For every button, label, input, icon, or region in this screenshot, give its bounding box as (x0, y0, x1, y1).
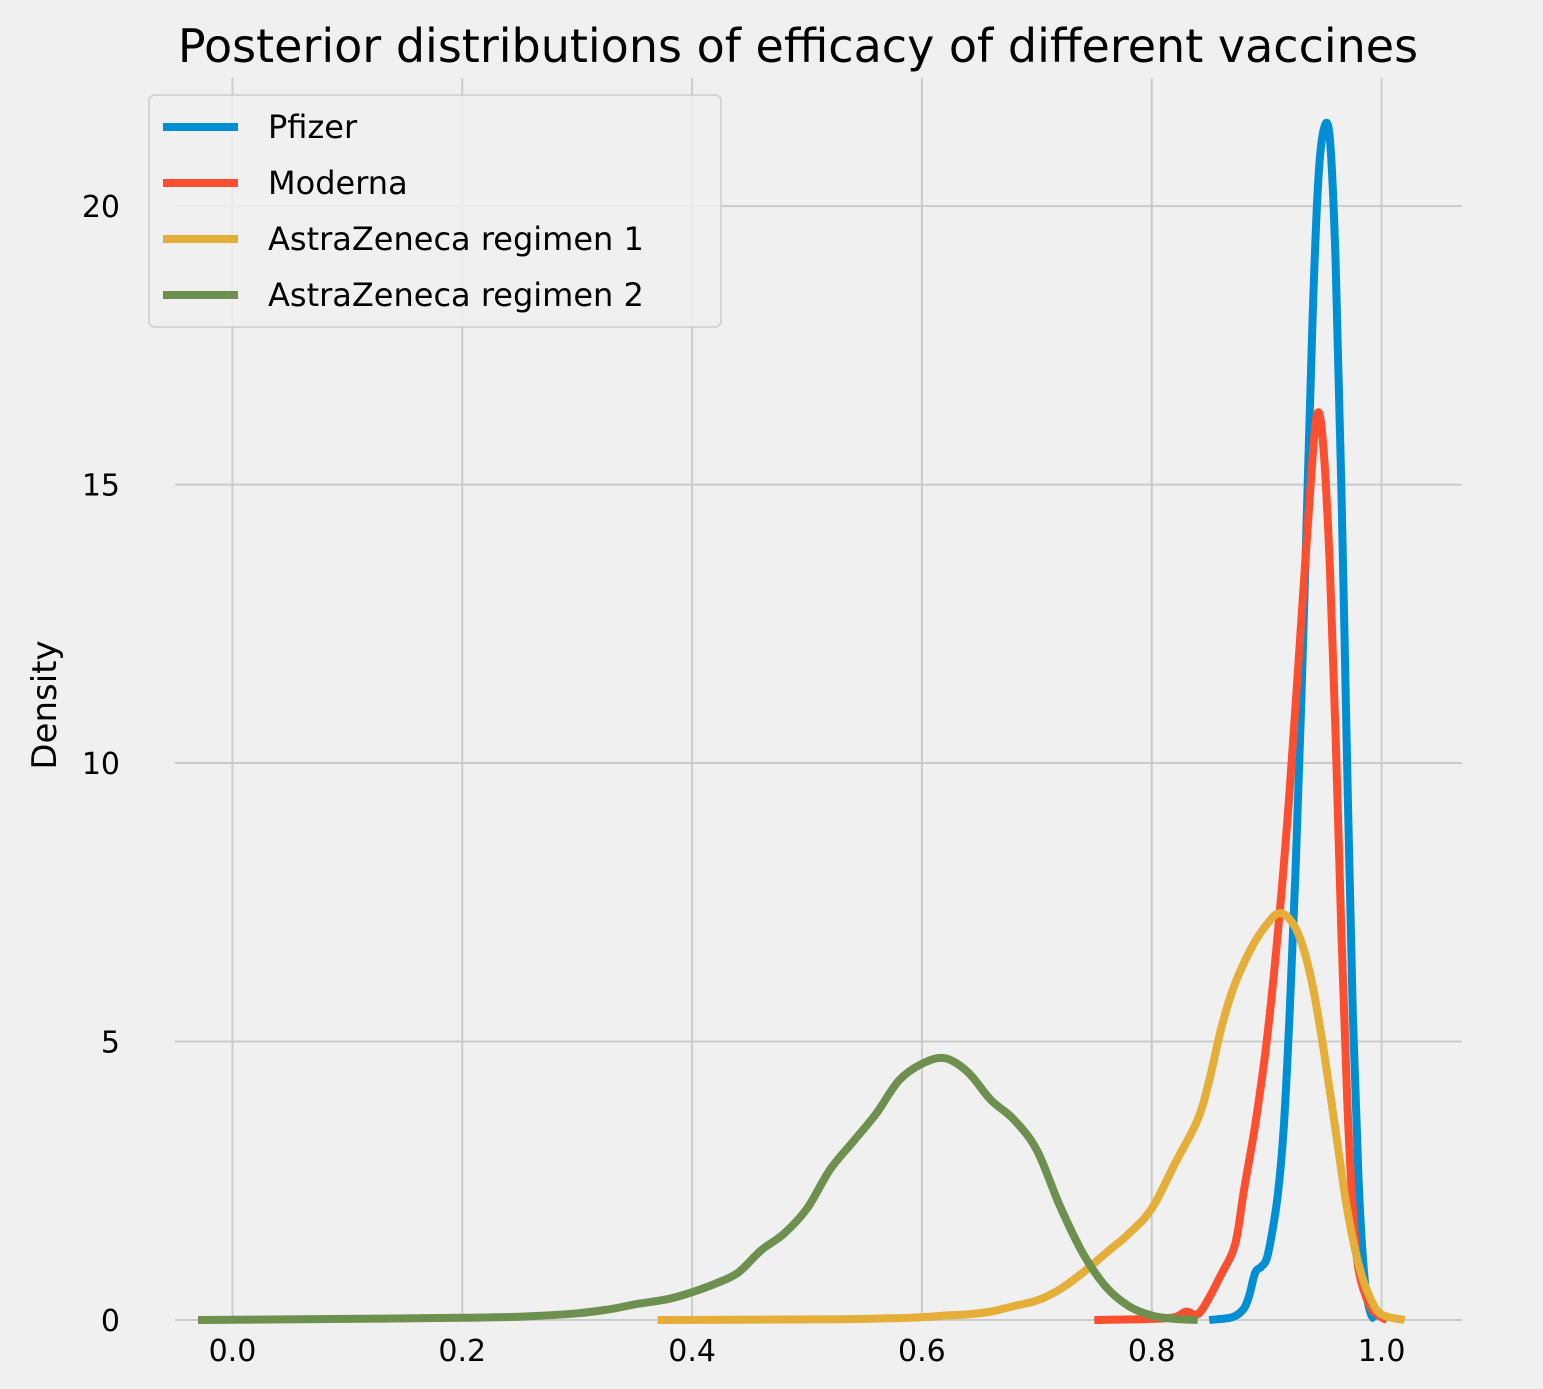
legend-label: Pfizer (268, 108, 358, 146)
legend-label: AstraZeneca regimen 1 (268, 220, 644, 258)
legend-frame (148, 94, 722, 328)
series-line-1 (1208, 118, 1380, 1324)
y-tick-label: 0 (101, 1304, 120, 1339)
x-tick-label: 0.4 (668, 1334, 716, 1369)
y-tick-label: 20 (82, 190, 120, 225)
legend-label: AstraZeneca regimen 2 (268, 276, 644, 314)
x-tick-label: 0.0 (209, 1334, 257, 1369)
series-layer (197, 118, 1406, 1324)
y-tick-label: 15 (82, 469, 120, 504)
x-tick-label: 1.0 (1358, 1334, 1406, 1369)
series-line-2 (1094, 408, 1390, 1324)
legend: Pfizer Moderna AstraZeneca regimen 1 AstraZ… (148, 94, 722, 328)
series-line-4 (197, 1053, 1198, 1324)
x-tick-label: 0.6 (898, 1334, 946, 1369)
y-tick-label: 10 (82, 747, 120, 782)
x-tick-label: 0.2 (438, 1334, 486, 1369)
y-axis-label: Density (25, 640, 65, 769)
legend-label: Moderna (268, 164, 408, 202)
x-tick-label: 0.8 (1128, 1334, 1176, 1369)
y-tick-label: 5 (101, 1026, 120, 1061)
legend-items: Pfizer Moderna AstraZeneca regimen 1 AstraZ… (163, 108, 644, 314)
tick-layer: 0.0 0.2 0.4 0.6 0.8 1.0 0 5 10 15 20 (82, 190, 1406, 1369)
series-line-3 (657, 909, 1406, 1324)
chart-title: Posterior distributions of efficacy of d… (178, 19, 1418, 73)
